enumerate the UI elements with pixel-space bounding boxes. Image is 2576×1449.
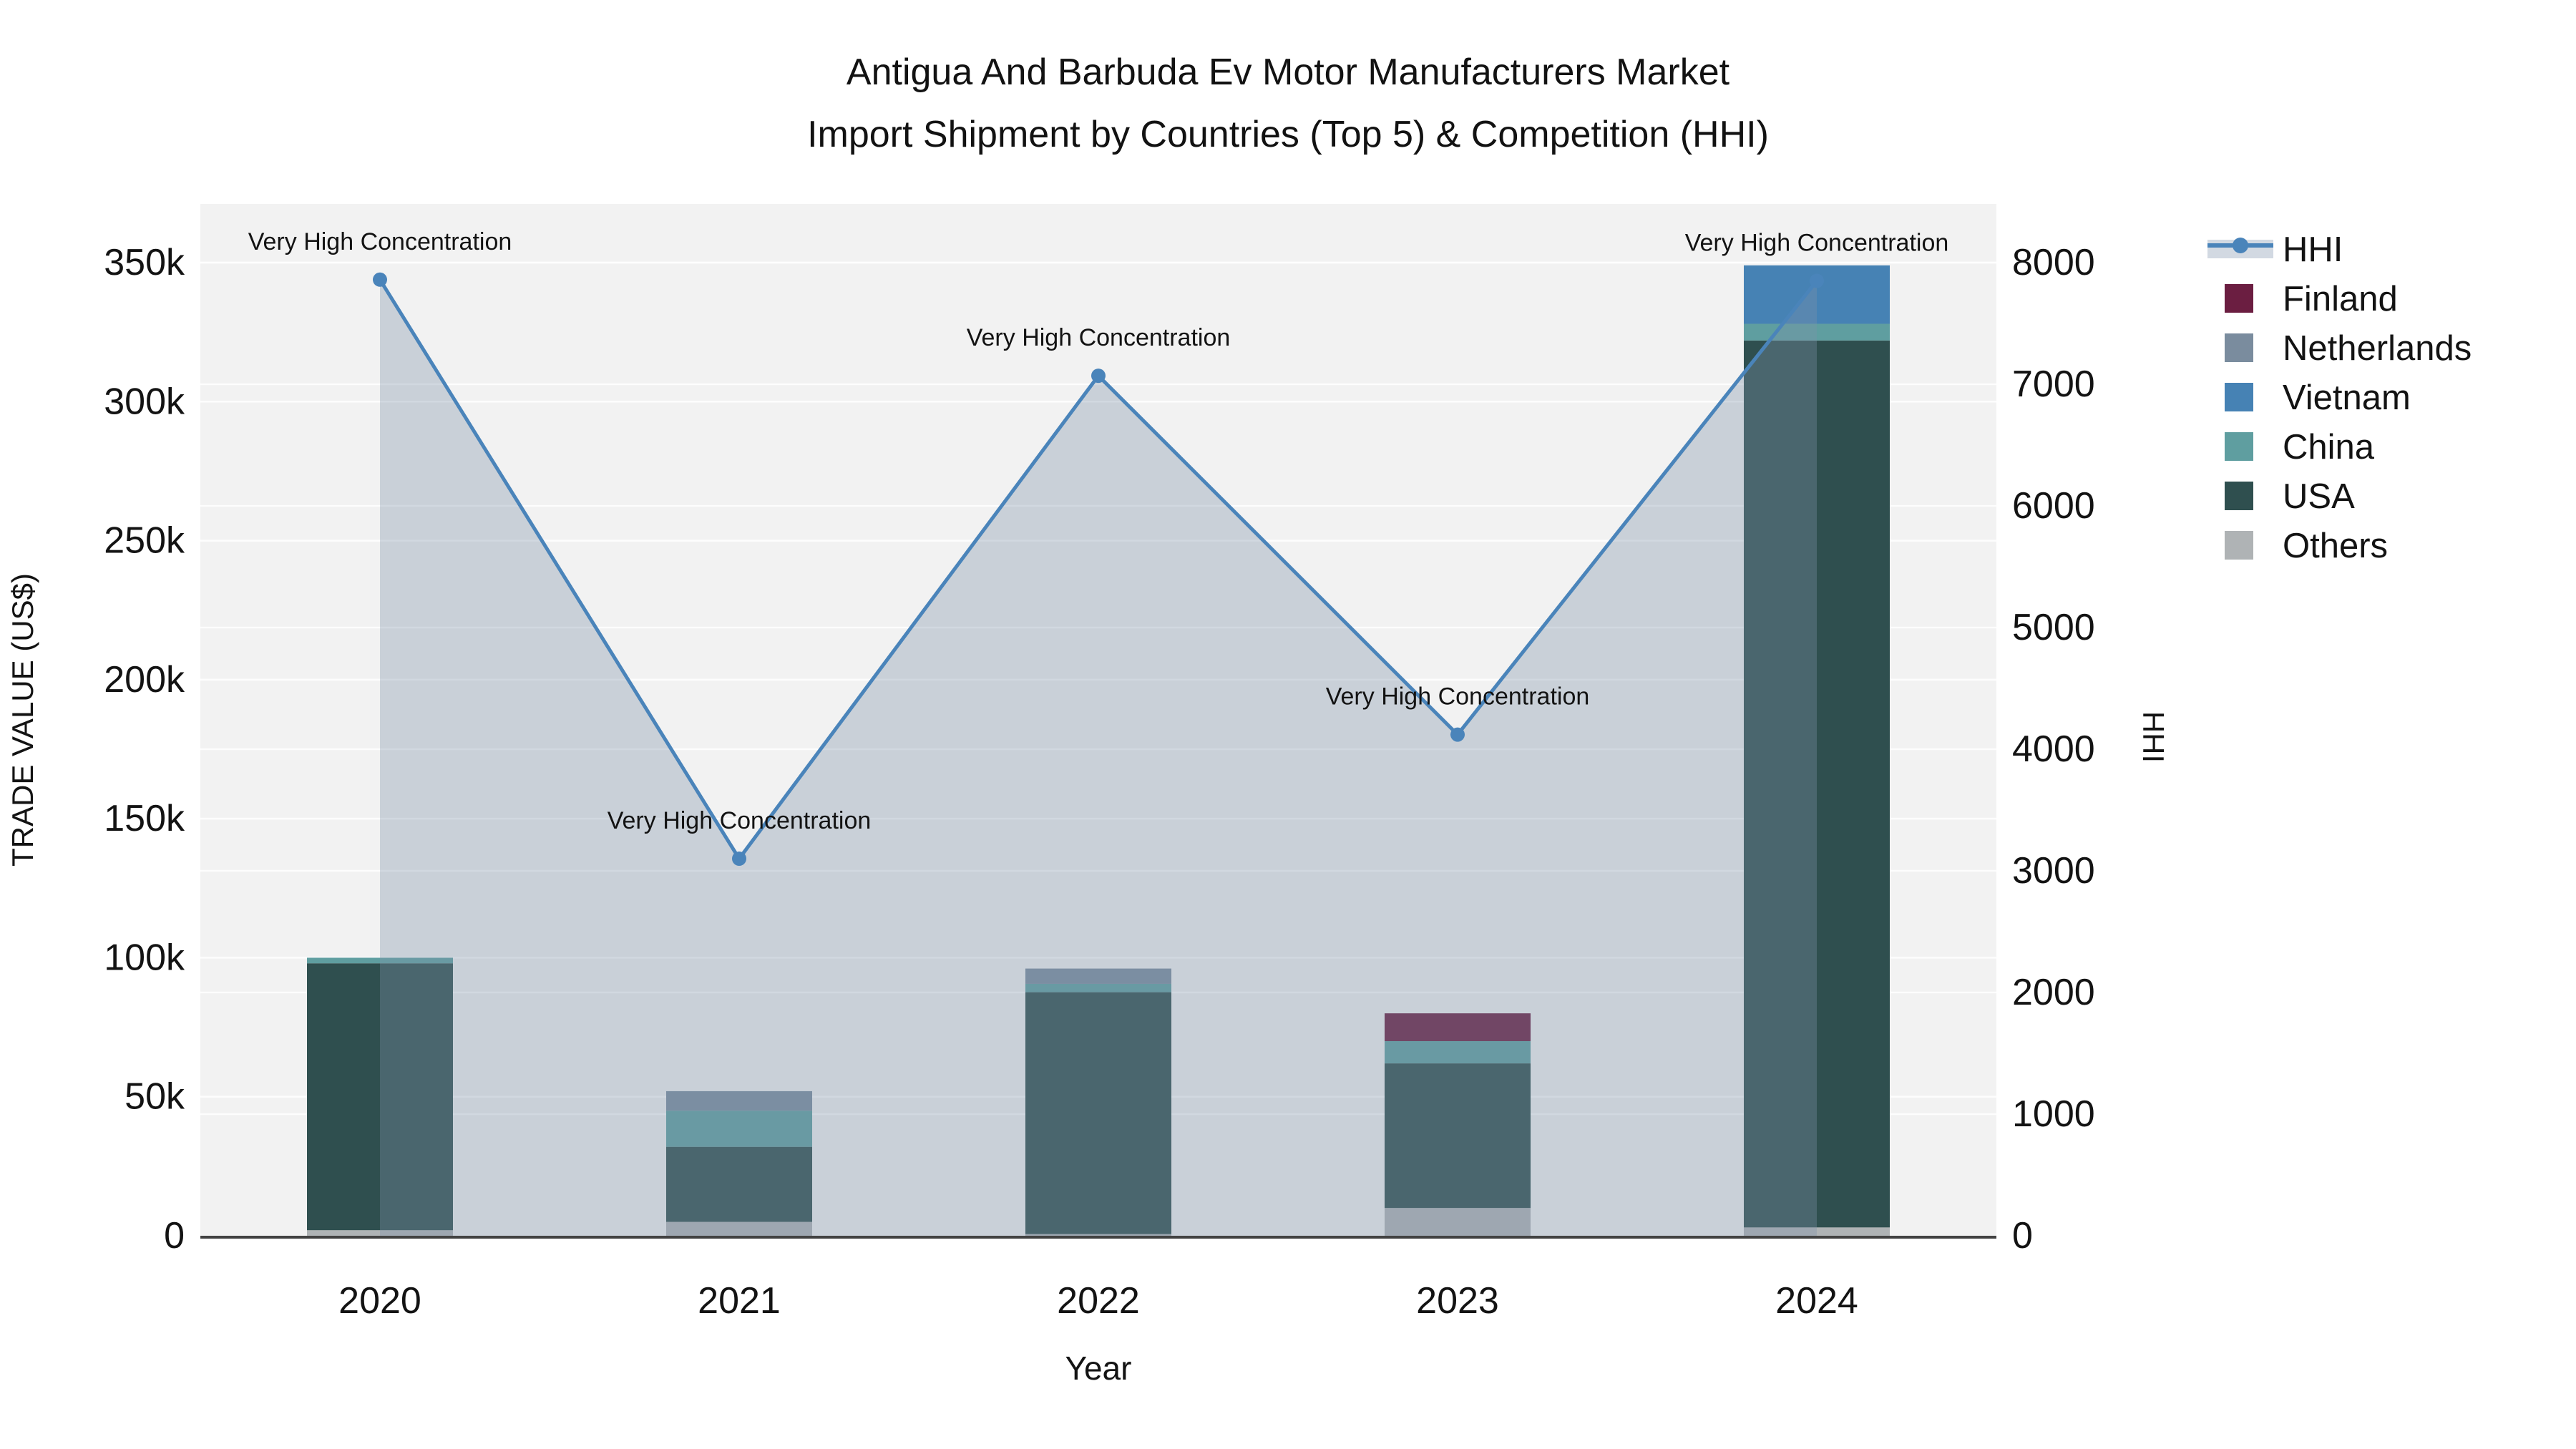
x-tick-2021: 2021 — [698, 1280, 781, 1322]
legend-label-usa: USA — [2283, 477, 2355, 516]
x-tick-2020: 2020 — [338, 1280, 421, 1322]
chart-title-line1: Antigua And Barbuda Ev Motor Manufacture… — [846, 52, 1730, 93]
hhi-area-fill — [380, 279, 1817, 1236]
y-right-tick-4000: 4000 — [2012, 728, 2095, 770]
y-left-tick-300k: 300k — [104, 381, 185, 422]
bar-segment-others-2024[interactable] — [1744, 1227, 1890, 1236]
legend-label-hhi: HHI — [2283, 230, 2343, 269]
legend-item-vietnam[interactable]: Vietnam — [2225, 379, 2411, 417]
bar-segment-china-2021[interactable] — [666, 1111, 812, 1147]
annotation-2020: Very High Concentration — [248, 228, 512, 255]
x-tick-2022: 2022 — [1057, 1280, 1140, 1322]
bar-segment-others-2022[interactable] — [1025, 1234, 1171, 1236]
legend-item-finland[interactable]: Finland — [2225, 280, 2398, 318]
legend-swatch-others — [2225, 531, 2253, 560]
y-left-tick-50k: 50k — [125, 1076, 185, 1118]
bar-segment-others-2023[interactable] — [1385, 1208, 1531, 1236]
bar-segment-china-2023[interactable] — [1385, 1041, 1531, 1064]
legend-swatch-vietnam — [2225, 383, 2253, 411]
chart-title-line2: Import Shipment by Countries (Top 5) & C… — [807, 114, 1769, 156]
legend-swatch-usa — [2225, 482, 2253, 510]
legend-label-netherlands: Netherlands — [2283, 329, 2472, 368]
bar-segment-china-2020[interactable] — [307, 957, 453, 964]
legend-item-netherlands[interactable]: Netherlands — [2225, 329, 2472, 368]
legend-swatch-netherlands — [2225, 333, 2253, 362]
bar-segment-usa-2024[interactable] — [1744, 340, 1890, 1228]
bar-segment-others-2020[interactable] — [307, 1230, 453, 1236]
legend-label-others: Others — [2283, 527, 2388, 565]
legend-item-china[interactable]: China — [2225, 428, 2375, 467]
bar-segment-others-2021[interactable] — [666, 1221, 812, 1236]
legend-label-finland: Finland — [2283, 280, 2398, 318]
legend-swatch-finland — [2225, 284, 2253, 313]
y-right-tick-3000: 3000 — [2012, 850, 2095, 892]
bar-segment-usa-2022[interactable] — [1025, 992, 1171, 1234]
hhi-marker-2022[interactable] — [1091, 369, 1106, 384]
y-left-tick-0: 0 — [164, 1215, 185, 1257]
bar-segment-usa-2020[interactable] — [307, 963, 453, 1231]
y-right-tick-5000: 5000 — [2012, 607, 2095, 648]
x-tick-2024: 2024 — [1775, 1280, 1858, 1322]
legend-label-china: China — [2283, 428, 2375, 467]
legend-item-others[interactable]: Others — [2225, 527, 2388, 565]
bar-segment-finland-2023[interactable] — [1385, 1013, 1531, 1041]
x-axis-title: Year — [1065, 1350, 1132, 1387]
legend-swatch-china — [2225, 432, 2253, 461]
y-right-tick-2000: 2000 — [2012, 972, 2095, 1013]
hhi-marker-2020[interactable] — [373, 272, 387, 287]
legend-hhi-marker-sample — [2233, 238, 2248, 253]
chart-title: Antigua And Barbuda Ev Motor Manufacture… — [0, 42, 2576, 167]
y-left-axis-title: TRADE VALUE (US$) — [6, 573, 39, 867]
hhi-marker-2024[interactable] — [1810, 273, 1824, 288]
bar-segment-china-2022[interactable] — [1025, 983, 1171, 992]
y-right-tick-7000: 7000 — [2012, 364, 2095, 405]
y-right-tick-8000: 8000 — [2012, 242, 2095, 283]
annotation-2021: Very High Concentration — [608, 807, 872, 834]
hhi-marker-2023[interactable] — [1450, 727, 1465, 742]
annotation-2022: Very High Concentration — [967, 324, 1231, 351]
y-left-tick-350k: 350k — [104, 242, 185, 283]
y-left-tick-150k: 150k — [104, 798, 185, 839]
hhi-marker-2021[interactable] — [732, 852, 746, 866]
legend-item-hhi[interactable]: HHI — [2207, 230, 2343, 269]
y-right-tick-6000: 6000 — [2012, 485, 2095, 527]
y-right-tick-1000: 1000 — [2012, 1093, 2095, 1135]
legend-item-usa[interactable]: USA — [2225, 477, 2355, 516]
bar-segment-netherlands-2022[interactable] — [1025, 968, 1171, 984]
annotation-2023: Very High Concentration — [1326, 683, 1590, 711]
y-right-axis-title: HHI — [2137, 711, 2170, 763]
annotation-2024: Very High Concentration — [1685, 230, 1949, 257]
y-right-tick-0: 0 — [2012, 1215, 2033, 1257]
y-left-tick-250k: 250k — [104, 520, 185, 562]
bar-segment-usa-2021[interactable] — [666, 1146, 812, 1222]
bar-segment-netherlands-2021[interactable] — [666, 1091, 812, 1111]
legend-label-vietnam: Vietnam — [2283, 379, 2411, 417]
y-left-tick-100k: 100k — [104, 937, 185, 978]
x-tick-2023: 2023 — [1416, 1280, 1499, 1322]
y-left-tick-200k: 200k — [104, 659, 185, 701]
bar-segment-usa-2023[interactable] — [1385, 1063, 1531, 1209]
